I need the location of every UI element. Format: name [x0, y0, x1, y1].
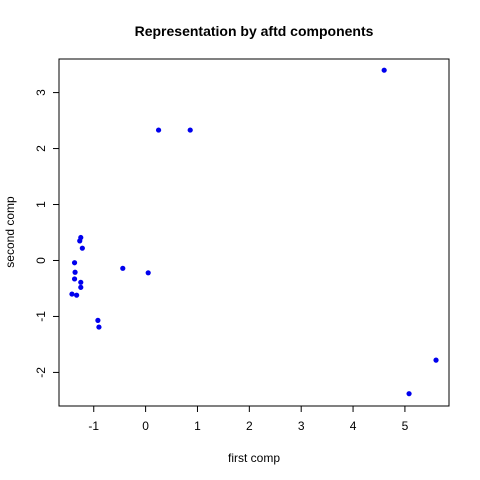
y-tick-label: -2	[34, 367, 48, 378]
x-axis-label: first comp	[228, 451, 280, 465]
data-point	[406, 391, 412, 397]
data-points	[69, 67, 439, 397]
data-point	[96, 324, 102, 330]
x-tick-label: -1	[88, 419, 99, 433]
data-point	[145, 270, 151, 276]
data-point	[71, 276, 78, 282]
chart-title: Representation by aftd components	[135, 23, 374, 39]
x-axis: -1 0 1 2 3 4 5	[88, 405, 409, 433]
data-point	[95, 317, 101, 323]
data-point	[187, 127, 193, 133]
y-tick-label: 0	[34, 257, 48, 264]
data-point	[78, 279, 84, 285]
x-tick-label: 4	[350, 419, 357, 433]
data-point	[71, 260, 78, 266]
x-tick-label: 3	[298, 419, 305, 433]
y-axis: -2 -1 0 1 2 3	[34, 89, 60, 378]
plot-frame	[58, 58, 450, 407]
x-tick-label: 5	[402, 419, 409, 433]
data-point	[74, 292, 80, 298]
x-tick-label: 0	[142, 419, 149, 433]
data-point	[155, 127, 162, 133]
data-point	[381, 67, 387, 73]
y-tick-label: 2	[34, 145, 48, 152]
data-point	[72, 269, 78, 275]
x-tick-label: 1	[194, 419, 201, 433]
data-point	[78, 284, 84, 290]
y-tick-label: 3	[34, 89, 48, 96]
y-axis-label: second comp	[3, 196, 17, 268]
y-tick-label: -1	[34, 311, 48, 322]
x-tick-label: 2	[246, 419, 253, 433]
data-point	[120, 265, 126, 271]
data-point	[433, 357, 439, 363]
data-point	[69, 291, 75, 297]
y-tick-label: 1	[34, 201, 48, 208]
data-point	[77, 238, 83, 244]
data-point	[79, 245, 85, 251]
